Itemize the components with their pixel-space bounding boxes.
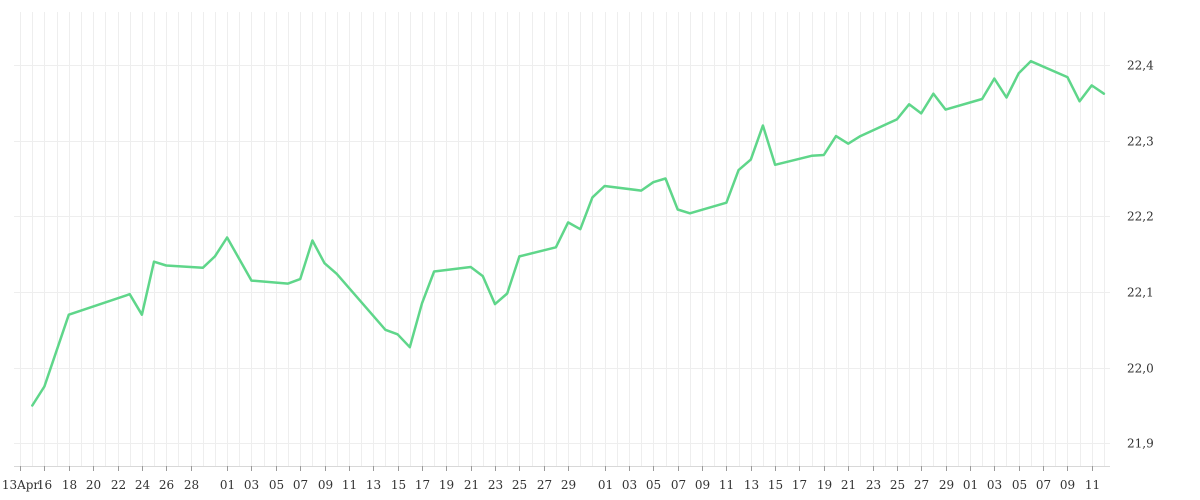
series-layer [31,59,1106,407]
x-tick-label: 11 [1085,478,1100,492]
x-tick-label: 18 [62,478,77,492]
x-tick-label: 25 [512,478,527,492]
x-tick-label: 09 [318,478,333,492]
y-tick-label: 21,9 [1127,437,1154,451]
x-tick-label: 19 [439,478,454,492]
x-tick-label: 29 [561,478,576,492]
x-tick-label: 01 [963,478,978,492]
x-tick-label: 03 [622,478,637,492]
x-tick-label: 21 [464,478,479,492]
x-tick-label: 29 [939,478,954,492]
x-tick-label: 27 [537,478,552,492]
x-tick-label: 17 [792,478,807,492]
x-tick-label: 24 [135,478,151,492]
x-tick-label: 27 [914,478,929,492]
x-tick-label: 03 [987,478,1002,492]
x-tick-label: 25 [890,478,905,492]
y-tick-label: 22,1 [1127,286,1154,300]
x-tick-label: 21 [841,478,856,492]
x-tick-label: 15 [391,478,406,492]
x-tick-label: 07 [1036,478,1051,492]
x-tick-label: 11 [719,478,734,492]
x-tick-label: 01 [220,478,235,492]
x-tick-label: 13 [744,478,759,492]
x-tick-label: 01 [598,478,613,492]
x-tick-label: 16 [37,478,52,492]
x-tick-label: 19 [817,478,832,492]
series-line-0 [31,59,1106,407]
x-tick-label: 15 [768,478,783,492]
x-tick-label: 23 [866,478,881,492]
y-tick-label: 22,2 [1127,210,1154,224]
x-tick-label: 28 [184,478,199,492]
grid [14,12,1110,466]
x-tick-label: 09 [695,478,710,492]
y-tick-label: 22,0 [1127,362,1154,376]
x-tick-label: 22 [111,478,126,492]
x-tick-label: 13Apr [2,478,40,492]
axes [14,466,1110,471]
x-tick-label: 03 [244,478,259,492]
x-tick-label: 05 [646,478,661,492]
y-axis-tick-labels: 21,9 22,0 22,1 22,2 22,3 22,4 [1127,59,1154,451]
x-tick-label: 09 [1060,478,1075,492]
x-tick-label: 11 [342,478,357,492]
y-tick-label: 22,4 [1127,59,1154,73]
y-tick-label: 22,3 [1127,135,1154,149]
x-tick-label: 05 [1012,478,1027,492]
x-tick-label: 23 [488,478,503,492]
x-tick-label: 07 [671,478,686,492]
x-tick-label: 07 [293,478,308,492]
x-tick-label: 17 [415,478,430,492]
x-tick-label: 05 [269,478,284,492]
x-tick-label: 20 [86,478,101,492]
x-tick-label: 13 [366,478,381,492]
x-tick-label: 26 [159,478,174,492]
